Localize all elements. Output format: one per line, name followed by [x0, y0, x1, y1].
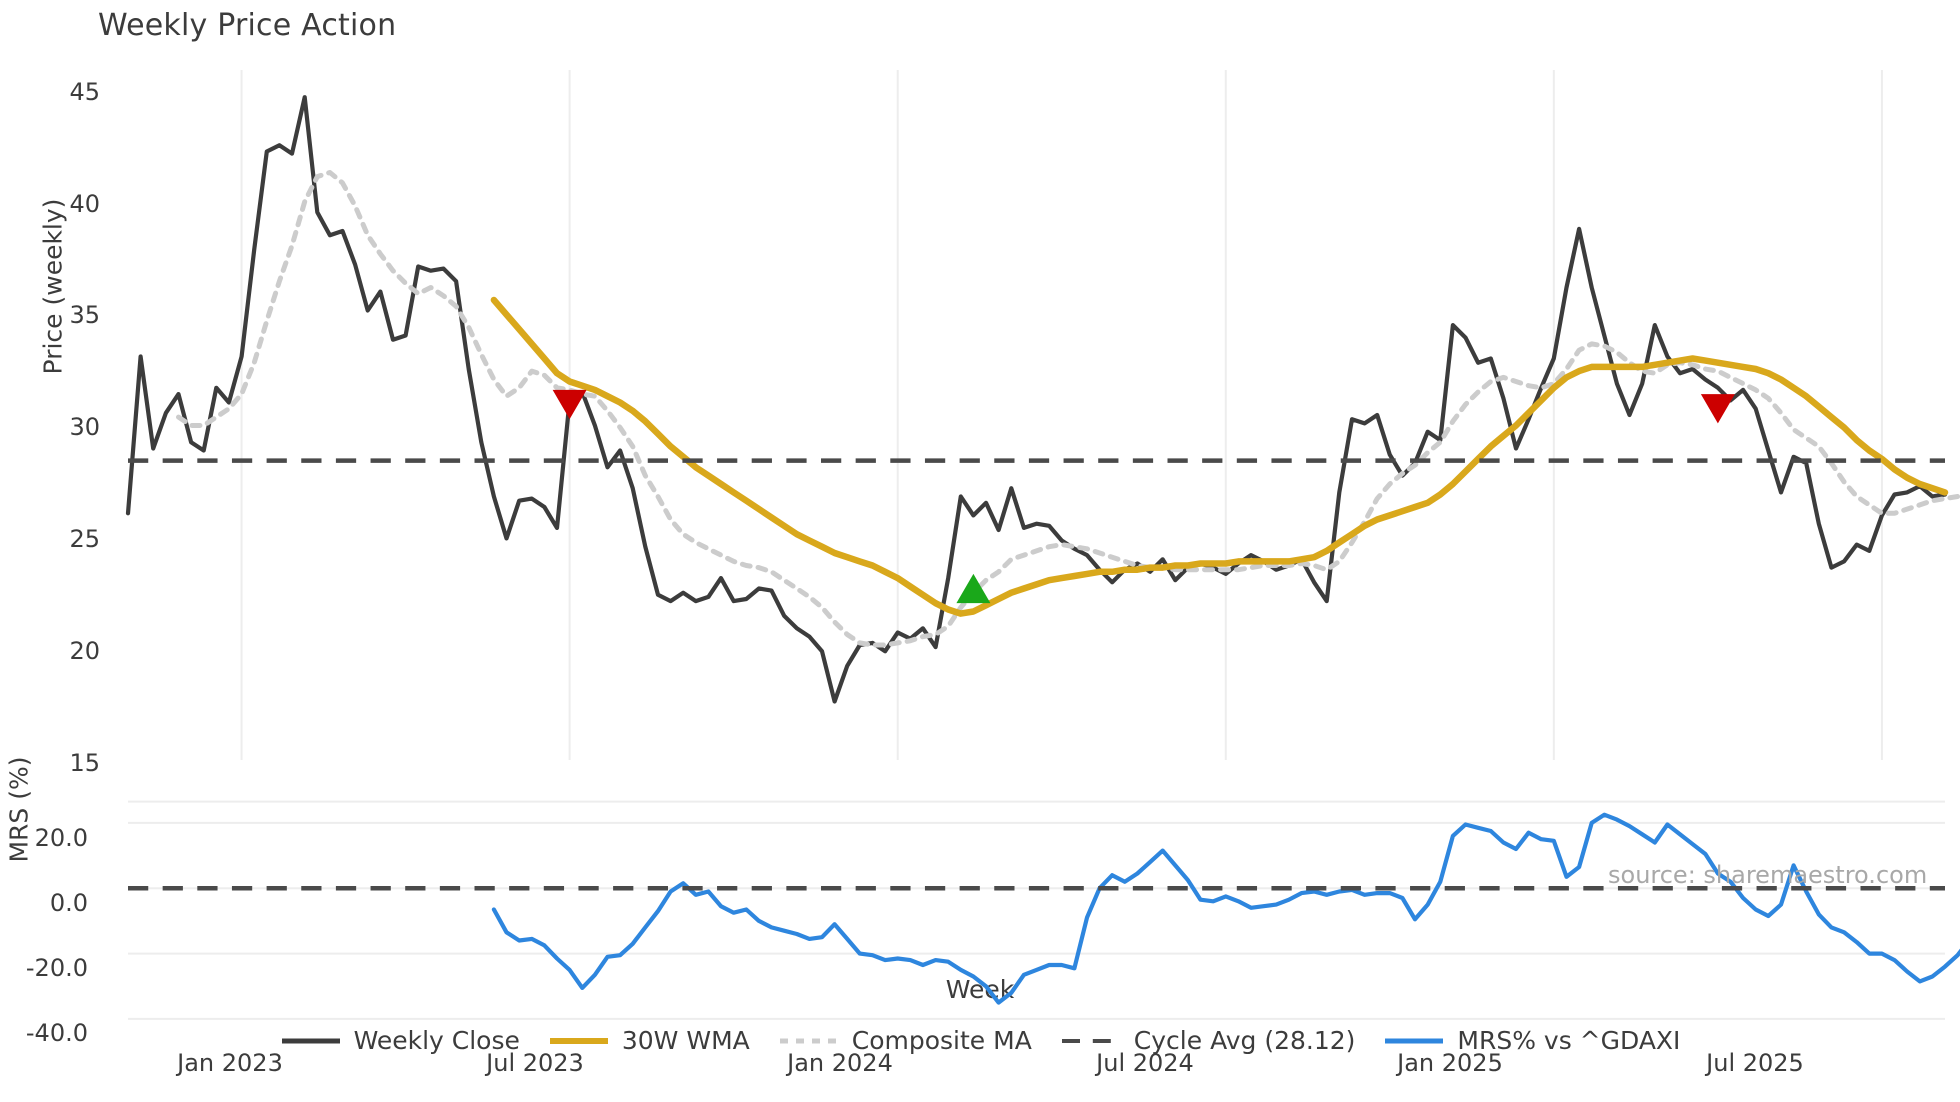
- legend-label: Weekly Close: [353, 1026, 520, 1055]
- mrs-ytick-neg20: -20.0: [25, 954, 88, 982]
- legend-item-weekly-close[interactable]: Weekly Close: [280, 1026, 520, 1055]
- xtick-jul-2025: Jul 2025: [1706, 1049, 1804, 1077]
- mrs-ytick-20: 20.0: [34, 824, 88, 852]
- legend-label: MRS% vs ^GDAXI: [1457, 1026, 1681, 1055]
- legend-item-cycle-avg-28-12[interactable]: Cycle Avg (28.12): [1060, 1026, 1356, 1055]
- price-ytick-30: 30: [69, 413, 100, 441]
- price-ytick-35: 35: [69, 301, 100, 329]
- legend-swatch-icon: [281, 1038, 340, 1043]
- signal-markers-group: [552, 389, 1735, 604]
- mrs-series-group: [128, 812, 1960, 1005]
- legend-swatch-icon: [549, 1037, 608, 1044]
- series-30w-wma: [490, 296, 1949, 617]
- sell-signal-marker: [1700, 394, 1735, 424]
- xtick-jan-2023: Jan 2023: [177, 1049, 283, 1077]
- legend-label: 30W WMA: [621, 1026, 750, 1055]
- page-title: Weekly Price Action: [98, 8, 397, 43]
- mrs-gridlines: [128, 800, 1945, 1020]
- price-ytick-45: 45: [69, 78, 100, 106]
- buy-signal-marker: [956, 573, 991, 604]
- price-gridlines: [240, 70, 1883, 760]
- legend-item-30w-wma[interactable]: 30W WMA: [548, 1026, 750, 1055]
- legend-label: Composite MA: [851, 1026, 1032, 1055]
- price-ytick-40: 40: [69, 190, 100, 218]
- price-ytick-25: 25: [69, 525, 100, 553]
- series-composite-ma: [176, 170, 1960, 648]
- legend-swatch-icon: [779, 1038, 838, 1043]
- xtick-jul-2024: Jul 2024: [1096, 1049, 1194, 1077]
- series-weekly-close: [125, 95, 1948, 704]
- xtick-jul-2023: Jul 2023: [486, 1049, 584, 1077]
- source-watermark: source: sharemaestro.com: [1608, 861, 1928, 889]
- series-mrs: [491, 812, 1960, 1005]
- legend-item-mrs-vs-gdaxi[interactable]: MRS% vs ^GDAXI: [1383, 1026, 1680, 1055]
- legend-label: Cycle Avg (28.12): [1133, 1026, 1356, 1055]
- xtick-jan-2025: Jan 2025: [1397, 1049, 1503, 1077]
- price-ytick-20: 20: [69, 637, 100, 665]
- mrs-ytick-0: 0.0: [49, 889, 88, 917]
- mrs-ytick-neg40: -40.0: [25, 1019, 88, 1047]
- legend-swatch-icon: [1061, 1038, 1120, 1043]
- sell-signal-marker: [552, 389, 587, 420]
- legend-swatch-icon: [1385, 1038, 1444, 1043]
- chart-legend: Weekly Close 30W WMA Composite MA Cycle Avg…: [0, 1026, 1960, 1055]
- xtick-jan-2024: Jan 2024: [787, 1049, 893, 1077]
- price-series-group: [125, 95, 1960, 704]
- legend-item-composite-ma[interactable]: Composite MA: [778, 1026, 1032, 1055]
- price-ytick-15: 15: [69, 749, 100, 777]
